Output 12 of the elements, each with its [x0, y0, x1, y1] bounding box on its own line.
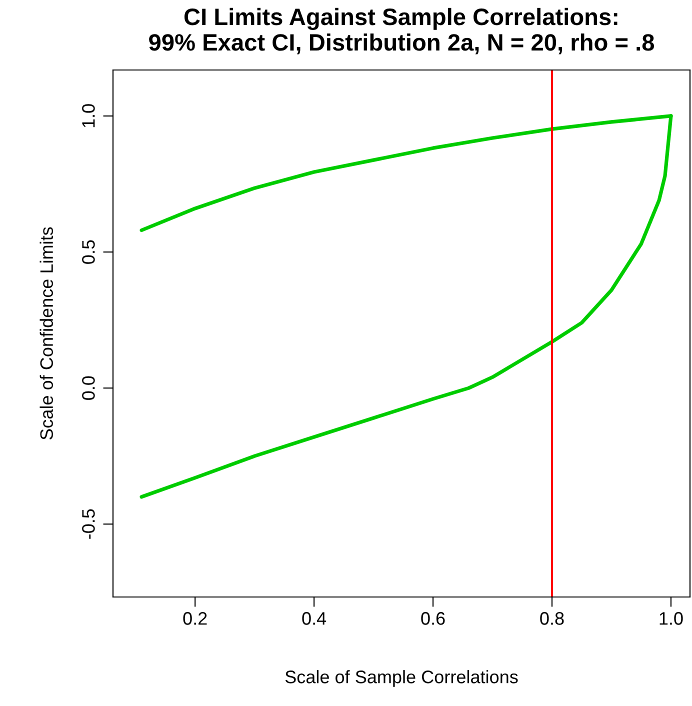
x-axis-title: Scale of Sample Correlations	[285, 670, 518, 687]
x-tick-label: 1.0	[660, 612, 683, 625]
x-tick-label: 0.6	[421, 612, 445, 625]
y-axis-title: Scale of Confidence Limits	[40, 227, 54, 440]
y-tick-label: 1.0	[82, 104, 95, 128]
chart-title: CI Limits Against Sample Correlations: 99% Exact CI, Distribution 2a, N = 20, rho = .8	[149, 8, 654, 54]
x-tick-label: 0.4	[302, 612, 326, 625]
x-tick-label: 0.2	[183, 612, 207, 625]
x-tick-label: 0.8	[540, 612, 564, 625]
y-tick-label: 0.0	[82, 376, 95, 400]
y-tick-label: -0.5	[82, 509, 95, 539]
y-tick-label: 0.5	[82, 240, 95, 264]
